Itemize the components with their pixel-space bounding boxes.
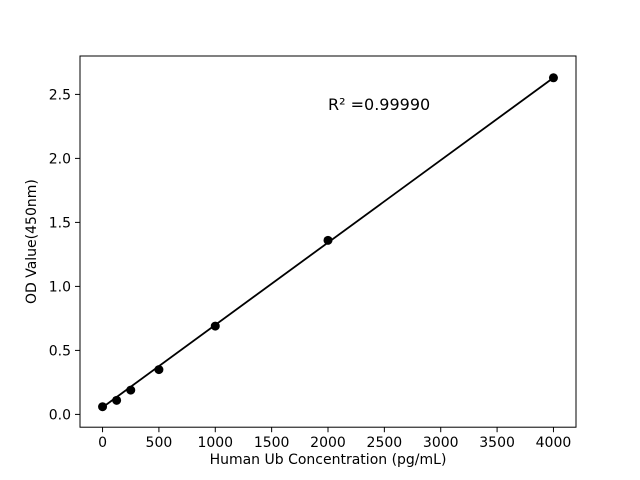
x-tick-label: 2000 — [310, 435, 346, 451]
x-axis-label: Human Ub Concentration (pg/mL) — [210, 452, 447, 468]
data-point — [323, 235, 333, 245]
y-tick-label: 2.0 — [49, 151, 71, 167]
data-point — [112, 395, 122, 405]
data-point — [126, 385, 136, 395]
y-tick-label: 1.5 — [49, 215, 71, 231]
y-tick-label: 2.5 — [49, 87, 71, 103]
data-point — [98, 402, 108, 412]
x-tick-label: 3500 — [479, 435, 515, 451]
data-point — [154, 365, 164, 375]
y-axis-label: OD Value(450nm) — [24, 179, 40, 304]
x-tick-label: 0 — [98, 435, 107, 451]
y-tick-label: 1.0 — [49, 279, 71, 295]
data-point — [548, 73, 558, 83]
x-tick-label: 2500 — [367, 435, 403, 451]
x-tick-label: 3000 — [423, 435, 459, 451]
r-squared-annotation: R² =0.99990 — [328, 95, 430, 114]
data-point — [210, 321, 220, 331]
x-tick-label: 1000 — [197, 435, 233, 451]
x-tick-label: 1500 — [254, 435, 290, 451]
y-tick-label: 0.0 — [49, 407, 71, 423]
plot-area: 0 500 1000 1500 2000 2500 3000 3500 4000 0.0 0.5 1.… — [49, 55, 577, 451]
x-tick-label: 4000 — [536, 435, 572, 451]
x-tick-label: 500 — [146, 435, 173, 451]
y-tick-label: 0.5 — [49, 343, 71, 359]
